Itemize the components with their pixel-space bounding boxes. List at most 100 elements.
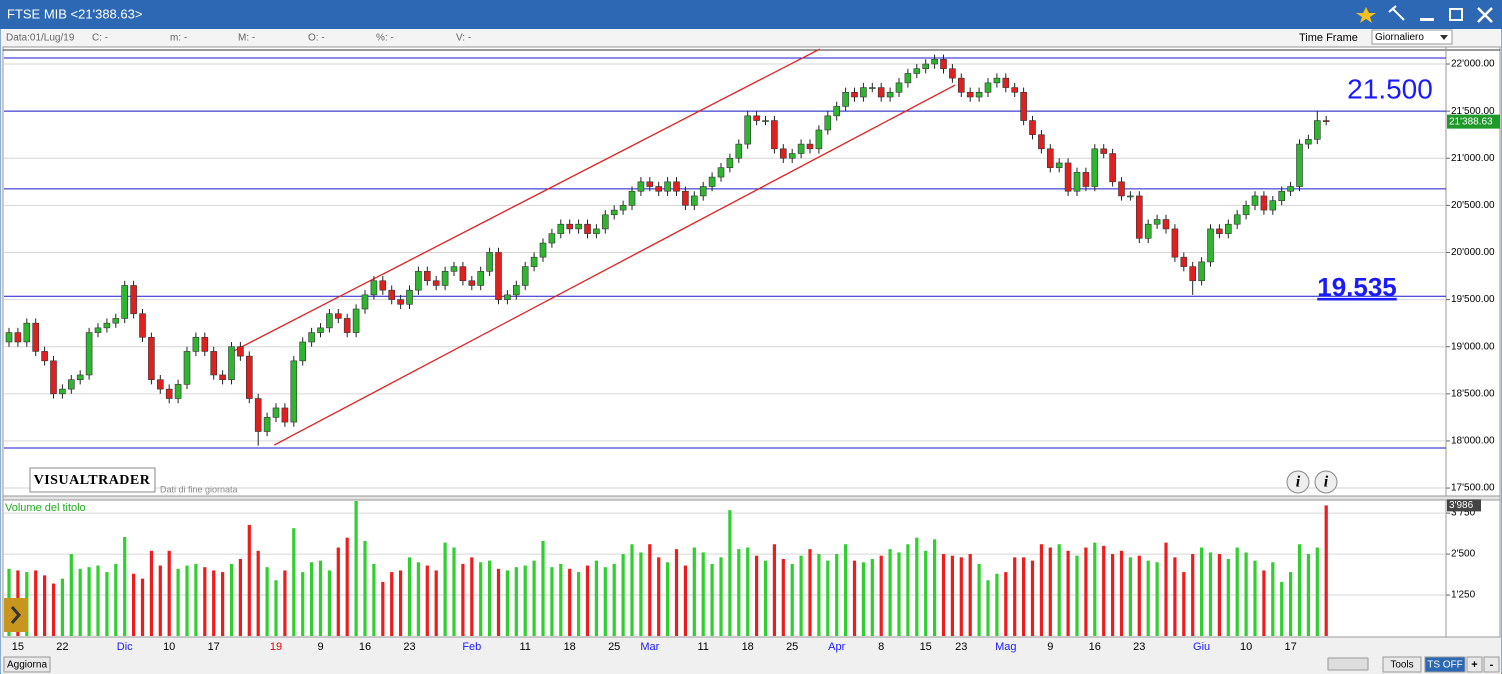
candle-body [450,266,458,272]
last-price-box [1447,114,1500,129]
candle-body [1296,143,1303,187]
candle-body [299,341,307,362]
dropdown-arrow[interactable] [1440,35,1448,40]
x-tick-label: 10 [163,641,175,653]
volume-bar [274,580,278,636]
tools-button[interactable] [1382,656,1422,673]
y-tick-label: 19'000.00 [1451,341,1495,352]
candle-body [201,336,209,352]
candle-body [788,153,796,159]
candle-body [495,252,502,300]
candle-body [530,256,538,267]
candle-body [726,157,734,168]
volume-bar [755,555,759,636]
last-price-label: 21'388.63 [1449,116,1493,127]
status-bar [1,655,1501,674]
ts-label: TS OFF [1427,660,1463,671]
candle-body [1100,148,1107,154]
ts-button[interactable] [1424,656,1466,673]
volume-bar [657,557,661,636]
volume-bar [621,554,625,636]
candle-body [886,91,894,98]
zoom-out-button[interactable] [1483,656,1500,673]
volume-bar [1297,544,1302,636]
volume-bar [1235,547,1239,636]
candle-body [361,294,369,310]
volume-bar [488,560,492,636]
candle-body [1189,266,1196,282]
candle-body [877,87,885,98]
volume-bar [835,554,839,636]
candle-body [664,181,671,192]
volume-bar [123,537,127,636]
volume-bar [461,563,465,636]
volume-bar [844,544,848,636]
candle-body [904,73,912,84]
close-icon[interactable] [1477,7,1493,23]
x-tick-label: 15 [12,641,24,653]
favorite-icon[interactable] [1356,7,1376,23]
time-frame-select[interactable] [1371,29,1453,45]
x-tick-label: 15 [920,641,932,653]
volume-bar [1164,542,1168,636]
candle-body [210,351,217,376]
candle-body [806,143,814,150]
x-tick-label: 25 [786,641,798,653]
candle-body [379,280,387,291]
volume-bar [336,547,340,636]
volume-bar [559,563,563,636]
x-tick-label: 8 [878,641,884,653]
zoom-in-button[interactable] [1466,656,1483,673]
volume-bar [1066,550,1070,636]
volume-bar [1022,557,1026,636]
x-tick-label: 16 [359,641,371,653]
scrollbar[interactable] [1327,657,1369,671]
volume-bar [221,572,225,636]
candle-body [1216,228,1223,234]
chart-area [2,46,1501,638]
info-field: O: - [308,33,325,44]
candle-body [584,223,591,234]
maximize-icon[interactable] [1449,8,1463,21]
x-tick-label: 17 [1284,641,1296,653]
window-title: FTSE MIB <21'388.63> [7,6,142,21]
candle-body [1118,181,1125,197]
volume-bar [701,552,705,636]
candle-body [41,351,48,362]
volume-bar [283,570,287,636]
x-tick-label: Mar [640,641,659,653]
candle-body [174,384,182,399]
minimize-icon[interactable] [1420,18,1434,21]
volume-bar [1280,581,1284,636]
candle-body [673,181,680,192]
volume-bar [1119,550,1124,636]
volume-bar [238,558,242,636]
candle-body [1020,91,1027,121]
volume-bar [51,583,56,636]
info-button[interactable] [1314,470,1338,494]
volume-bar [265,567,269,636]
candle-body [165,388,173,399]
annotation: 19.535 [1317,272,1397,302]
volume-bar [505,570,509,636]
volume-bar [381,581,385,636]
refresh-button[interactable] [3,656,51,673]
candle-body [868,87,876,89]
volume-bar [434,570,438,636]
volume-bar [140,578,145,636]
candle-body [735,143,743,159]
candle-body [50,360,57,395]
candle-body [1038,134,1045,150]
info-button[interactable] [1286,470,1310,494]
y-tick-label: 19'500.00 [1451,294,1495,305]
x-tick-label: Apr [828,641,845,653]
candle-body [646,181,654,187]
pin-icon[interactable] [1388,5,1405,21]
side-toggle[interactable] [4,598,28,632]
candle-body [655,186,663,192]
volume-bar [772,544,776,636]
volume-bar [1155,562,1159,636]
y-tick-label: 21'000.00 [1451,153,1495,164]
candle-body [601,214,609,230]
